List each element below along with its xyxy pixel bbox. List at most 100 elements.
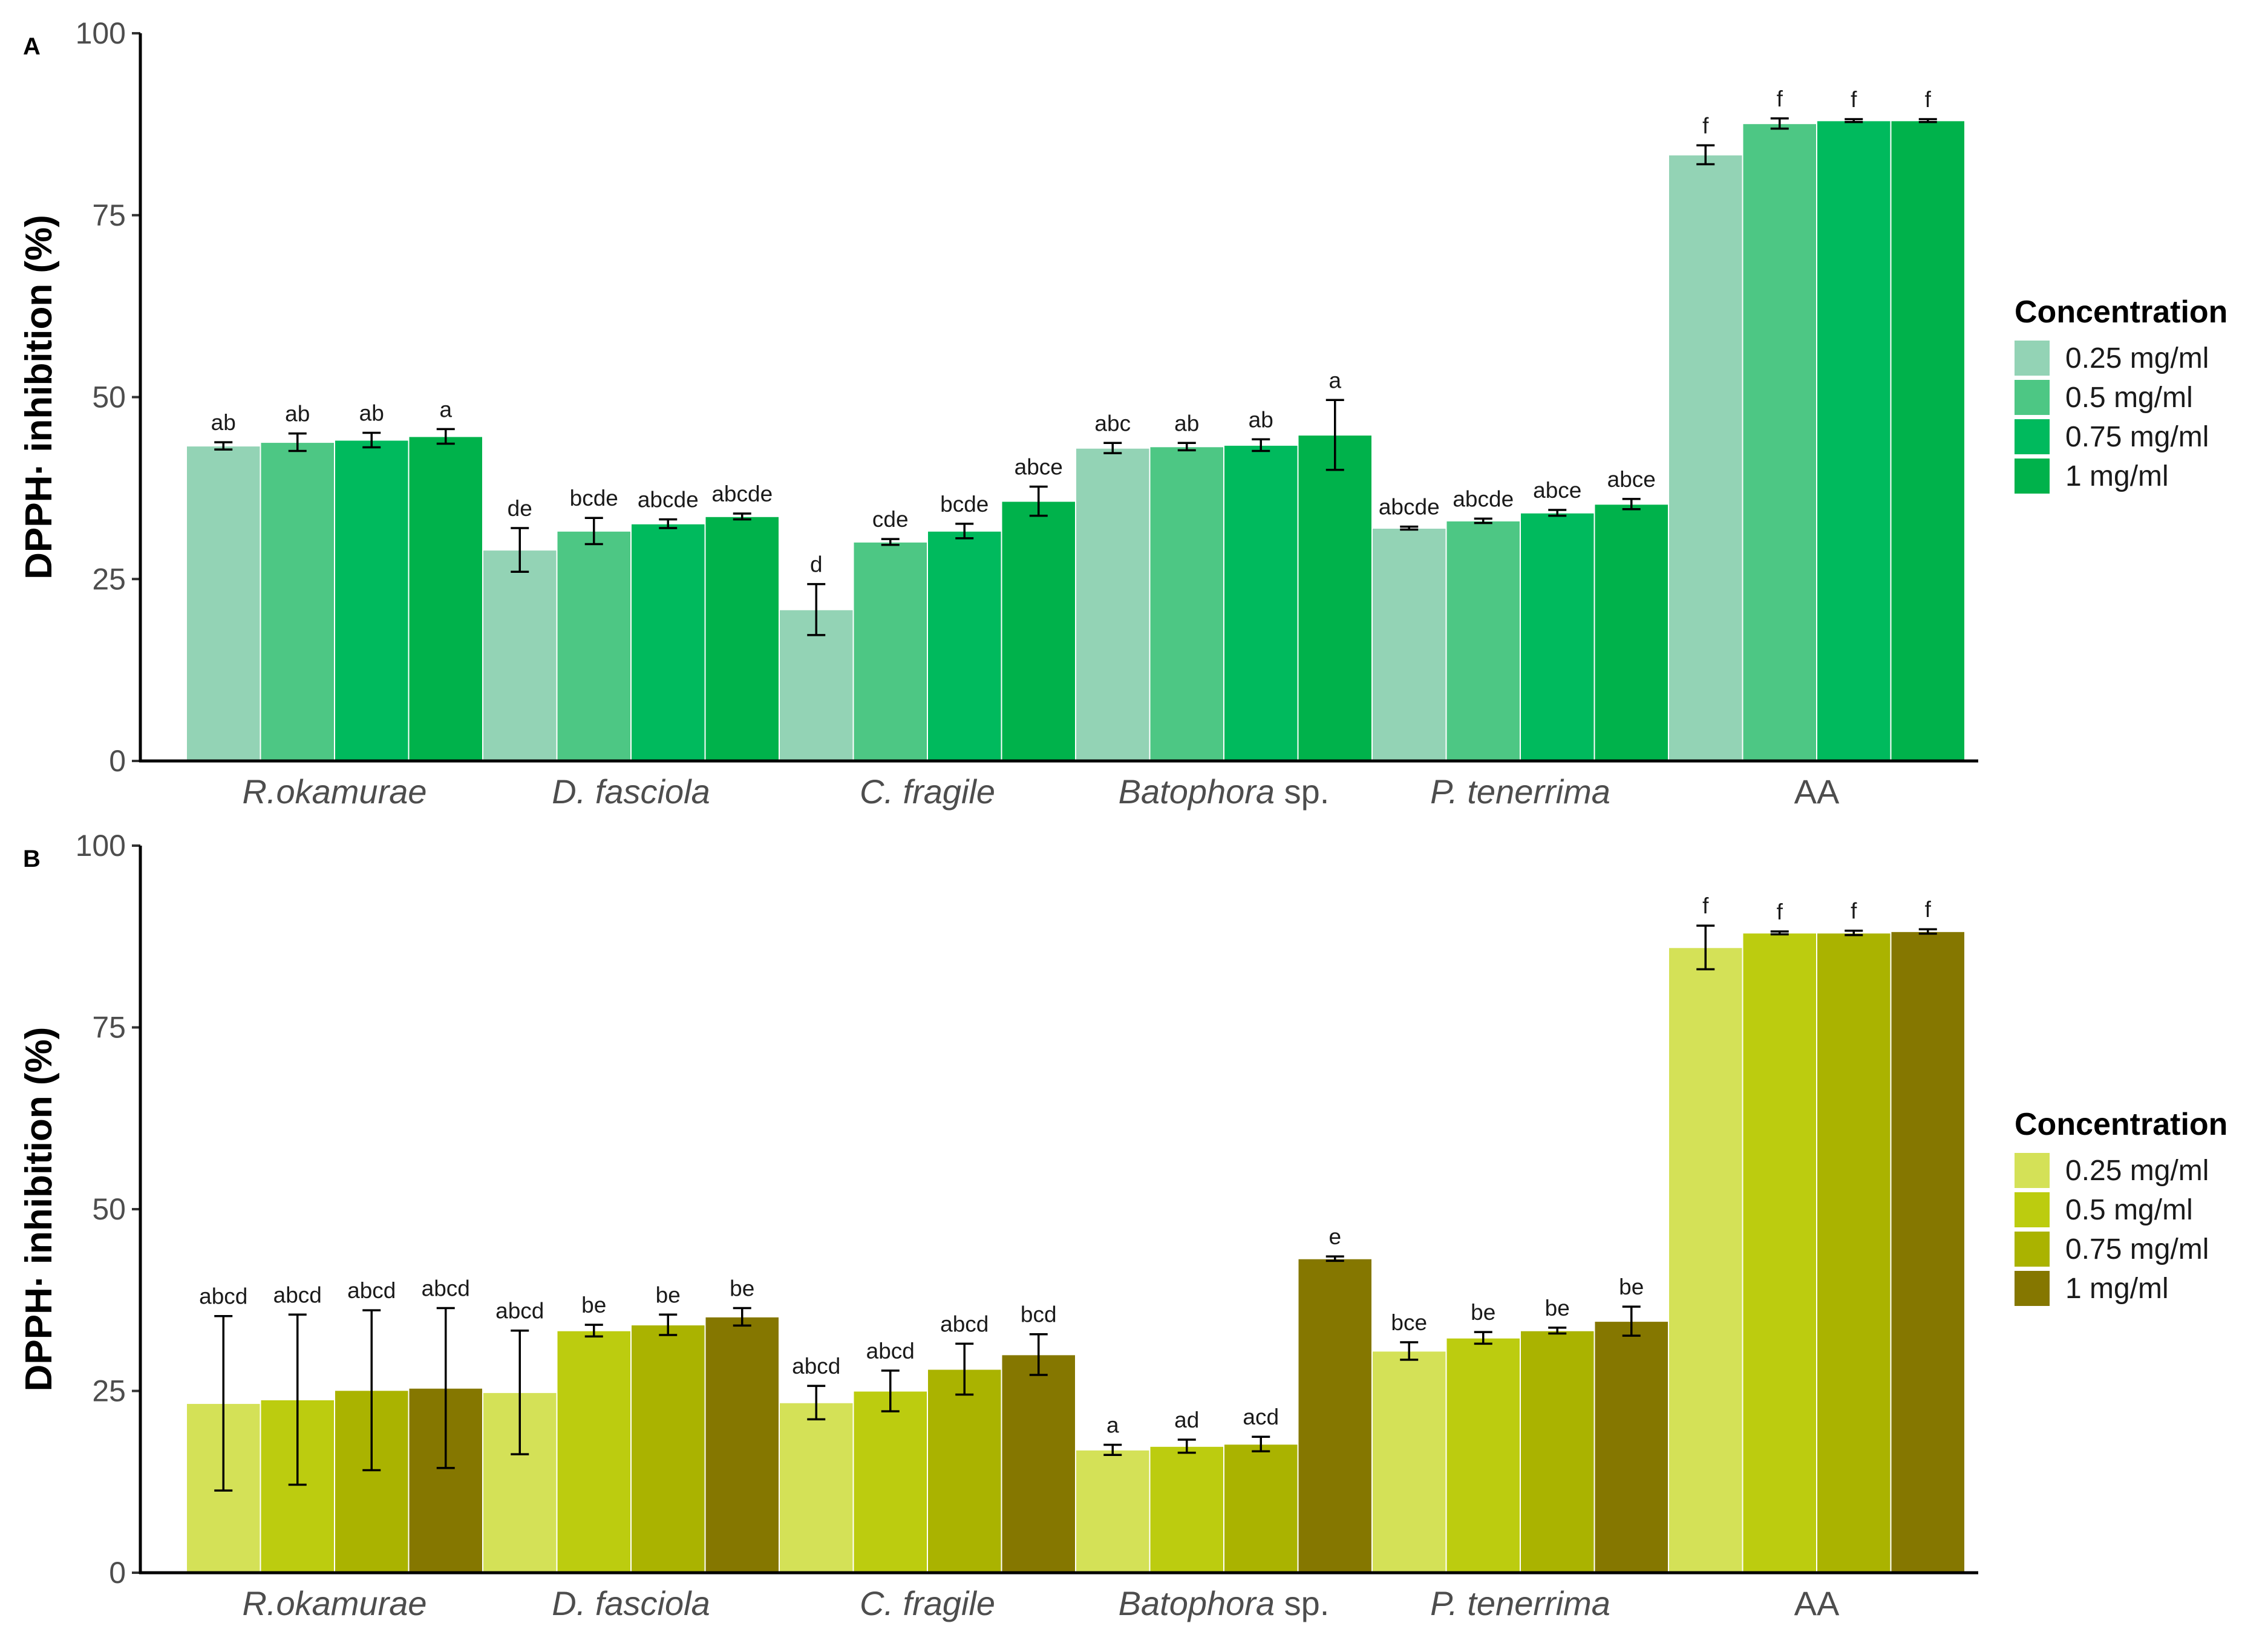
error-bar bbox=[511, 527, 529, 573]
legend-swatch bbox=[2015, 1153, 2050, 1188]
legend-label: 1 mg/ml bbox=[2065, 460, 2169, 492]
bar bbox=[408, 436, 483, 762]
error-bar bbox=[584, 1324, 603, 1338]
legend-item: 1 mg/ml bbox=[2015, 1271, 2169, 1306]
legend-item: 0.5 mg/ml bbox=[2015, 1192, 2193, 1227]
significance-label: abc bbox=[1094, 411, 1131, 436]
error-bar bbox=[1252, 438, 1270, 452]
bar bbox=[1445, 520, 1521, 762]
error-bar bbox=[288, 432, 307, 452]
bar bbox=[779, 1402, 854, 1573]
significance-label: a bbox=[439, 397, 452, 422]
significance-label: be bbox=[581, 1293, 606, 1317]
significance-label: be bbox=[1471, 1300, 1495, 1325]
legend-label: 0.75 mg/ml bbox=[2065, 1233, 2209, 1265]
significance-label: be bbox=[1619, 1275, 1644, 1299]
bar bbox=[1890, 120, 1966, 762]
error-bar bbox=[1770, 117, 1789, 130]
x-tick-label: D. fasciola bbox=[552, 1584, 710, 1622]
bar bbox=[852, 1390, 928, 1573]
significance-label: f bbox=[1702, 893, 1709, 918]
legend-label: 1 mg/ml bbox=[2065, 1273, 2169, 1305]
significance-label: ad bbox=[1174, 1408, 1199, 1432]
error-bar bbox=[1918, 118, 1937, 123]
bar bbox=[704, 515, 780, 762]
significance-label: abcd bbox=[940, 1311, 989, 1336]
error-bar bbox=[1474, 1331, 1492, 1345]
error-bar bbox=[807, 1385, 826, 1421]
significance-label: abce bbox=[1607, 467, 1656, 492]
x-tick-label: C. fragile bbox=[860, 1584, 995, 1622]
significance-label: abce bbox=[1533, 478, 1581, 503]
error-bar bbox=[1103, 1443, 1122, 1457]
significance-label: f bbox=[1925, 87, 1932, 112]
error-bar bbox=[1770, 930, 1789, 936]
bar bbox=[1668, 947, 1743, 1573]
bar bbox=[1297, 434, 1373, 762]
bar bbox=[1816, 120, 1892, 762]
significance-label: bcd bbox=[1021, 1302, 1057, 1327]
legend-swatch bbox=[2015, 380, 2050, 415]
error-bar bbox=[1548, 509, 1567, 517]
error-bar bbox=[1029, 485, 1048, 517]
error-bar bbox=[881, 1369, 900, 1412]
error-bar bbox=[1029, 1333, 1048, 1376]
legend-b: Concentration 0.25 mg/ml 0.5 mg/ml 0.75 mg/… bbox=[2015, 1107, 2227, 1306]
significance-label: f bbox=[1702, 113, 1709, 138]
bar bbox=[482, 549, 558, 762]
significance-label: ab bbox=[1249, 407, 1273, 432]
error-bar bbox=[1325, 1255, 1344, 1262]
panel-label: A bbox=[23, 33, 41, 60]
legend-title: Concentration bbox=[2015, 1107, 2227, 1142]
significance-label: abcde bbox=[638, 488, 699, 512]
legend-label: 0.5 mg/ml bbox=[2065, 382, 2193, 414]
significance-label: abcd bbox=[273, 1282, 322, 1307]
bar bbox=[1668, 154, 1743, 762]
significance-label: d bbox=[810, 552, 823, 577]
legend-a: Concentration 0.25 mg/ml 0.5 mg/ml 0.75 mg/… bbox=[2015, 295, 2227, 494]
error-bar bbox=[733, 1307, 751, 1327]
bar bbox=[927, 530, 1002, 762]
significance-label: f bbox=[1851, 899, 1857, 924]
error-bar bbox=[214, 441, 233, 451]
legend-swatch bbox=[2015, 1192, 2050, 1227]
y-tick-label: 50 bbox=[92, 1192, 126, 1226]
legend-item: 0.5 mg/ml bbox=[2015, 380, 2193, 415]
error-bar bbox=[1622, 1305, 1641, 1337]
error-bar bbox=[1325, 399, 1344, 471]
error-bar bbox=[214, 1314, 233, 1492]
bar bbox=[1149, 446, 1224, 762]
legend-label: 0.5 mg/ml bbox=[2065, 1194, 2193, 1226]
significance-label: abcde bbox=[1379, 495, 1440, 520]
error-bar bbox=[1103, 442, 1122, 454]
significance-label: abce bbox=[1015, 454, 1063, 479]
x-tick-label: Batophora sp. bbox=[1119, 1584, 1330, 1622]
error-bar bbox=[1696, 144, 1715, 166]
significance-label: bcde bbox=[940, 492, 989, 517]
bar bbox=[630, 523, 706, 762]
bar bbox=[1520, 512, 1595, 762]
bar bbox=[1223, 444, 1299, 762]
legend-swatch bbox=[2015, 419, 2050, 454]
bar bbox=[1890, 930, 1966, 1573]
y-tick-label: 50 bbox=[92, 380, 126, 414]
significance-label: bce bbox=[1391, 1310, 1427, 1335]
error-bar bbox=[807, 583, 826, 636]
legend-swatch bbox=[2015, 1232, 2050, 1267]
significance-label: ab bbox=[285, 402, 310, 426]
bar bbox=[1223, 1443, 1299, 1574]
x-tick-label: AA bbox=[1794, 1584, 1840, 1622]
x-tick-label: P. tenerrima bbox=[1430, 772, 1610, 811]
error-bar bbox=[659, 1313, 678, 1336]
significance-label: abcd bbox=[422, 1276, 470, 1301]
significance-label: abcd bbox=[347, 1278, 396, 1303]
bar bbox=[1001, 1354, 1076, 1573]
bar bbox=[1593, 503, 1669, 762]
error-bar bbox=[1548, 1327, 1567, 1335]
panel-label: B bbox=[23, 846, 41, 872]
bar bbox=[852, 541, 928, 762]
error-bar bbox=[955, 523, 974, 540]
bar bbox=[1445, 1337, 1521, 1573]
